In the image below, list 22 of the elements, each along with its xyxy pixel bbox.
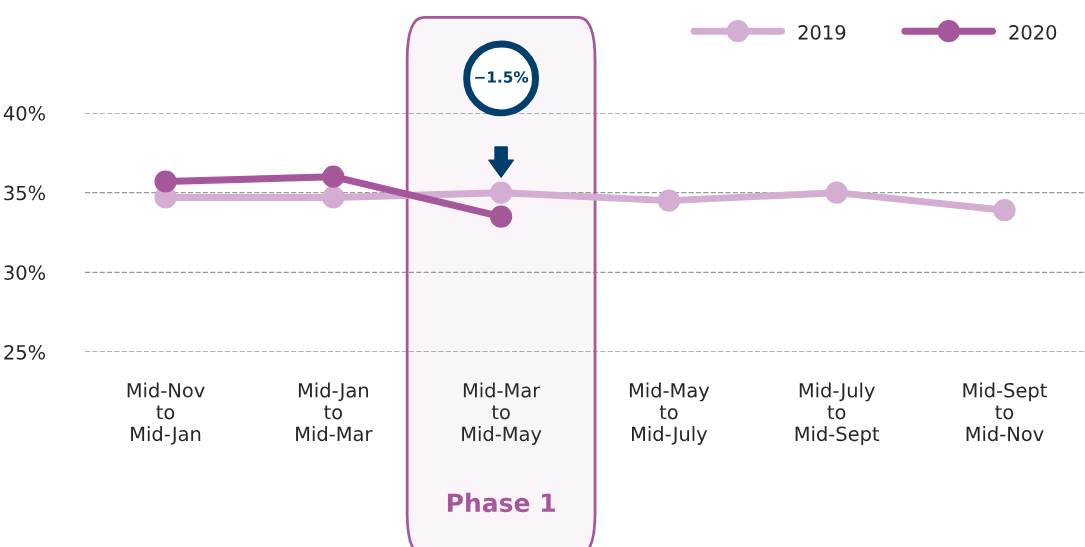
point	[322, 186, 345, 209]
point	[154, 170, 177, 193]
y-tick-label: 40%	[3, 105, 46, 121]
x-tick-label: Mid-Sept to Mid-Nov	[963, 382, 1047, 442]
x-tick-label: Mid-Nov to Mid-Jan	[127, 382, 205, 445]
point	[657, 189, 681, 212]
point	[489, 205, 513, 228]
point	[825, 181, 848, 204]
legend-label: 2019	[798, 25, 846, 40]
x-tick-label: Mid-Mar to Mid-May	[462, 382, 542, 445]
point	[489, 181, 513, 204]
point	[993, 199, 1016, 222]
x-tick-label: Mid-Jan to Mid-Mar	[296, 382, 373, 442]
y-tick-label: 35%	[4, 185, 46, 201]
legend-label: 2020	[1009, 25, 1057, 40]
x-tick-label: Mid-May to Mid-July	[629, 382, 710, 445]
band-label: Phase 1	[447, 492, 555, 513]
point	[322, 165, 345, 188]
y-tick-label: 25%	[4, 344, 46, 360]
y-tick-label: 30%	[4, 265, 46, 280]
x-tick-label: Mid-July to Mid-Sept	[795, 382, 880, 445]
text: −1.5%	[475, 71, 529, 83]
